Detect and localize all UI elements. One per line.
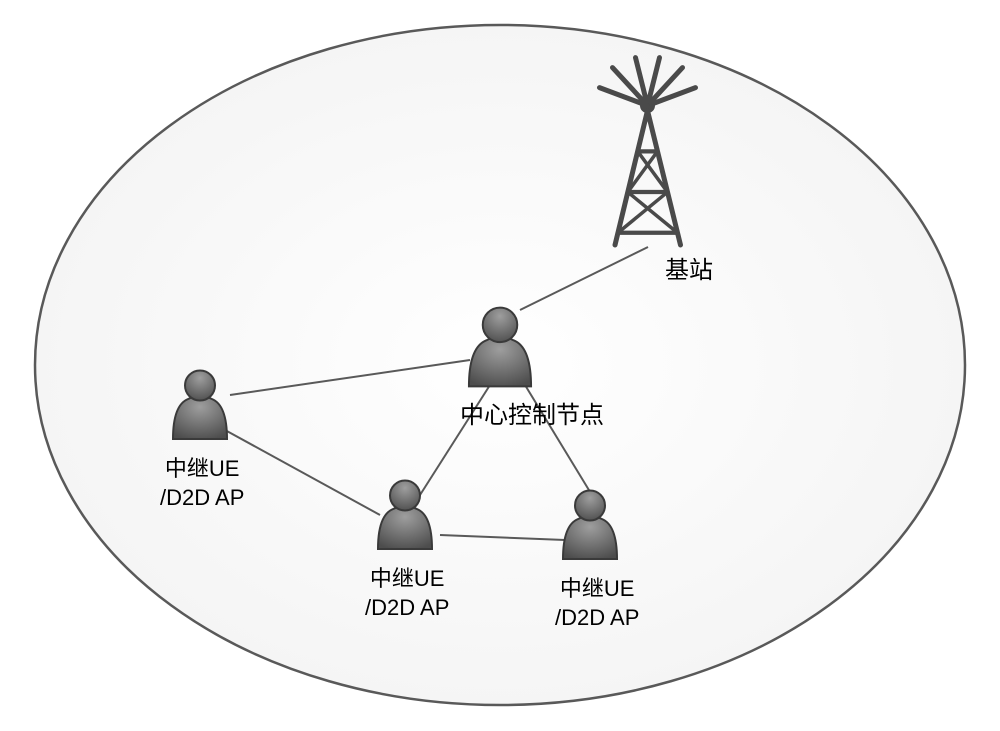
base-station-label: 基站 <box>665 255 713 286</box>
relay-ue-label-line1: 中继UE <box>165 456 240 481</box>
relay-ue-label-line2: /D2D AP <box>365 595 449 620</box>
diagram-svg <box>0 0 1000 731</box>
diagram-canvas: 基站 中心控制节点 中继UE /D2D AP 中继UE /D2D AP 中继UE… <box>0 0 1000 731</box>
relay-ue-label-line2: /D2D AP <box>555 605 639 630</box>
relay-ue-label-line1: 中继UE <box>560 576 635 601</box>
relay-ue-label-line1: 中继UE <box>370 566 445 591</box>
relay-ue-label-left: 中继UE /D2D AP <box>160 455 244 512</box>
relay-ue-label-line2: /D2D AP <box>160 485 244 510</box>
relay-ue-label-bottom: 中继UE /D2D AP <box>365 565 449 622</box>
relay-ue-label-right: 中继UE /D2D AP <box>555 575 639 632</box>
center-node-label: 中心控制节点 <box>460 400 604 431</box>
